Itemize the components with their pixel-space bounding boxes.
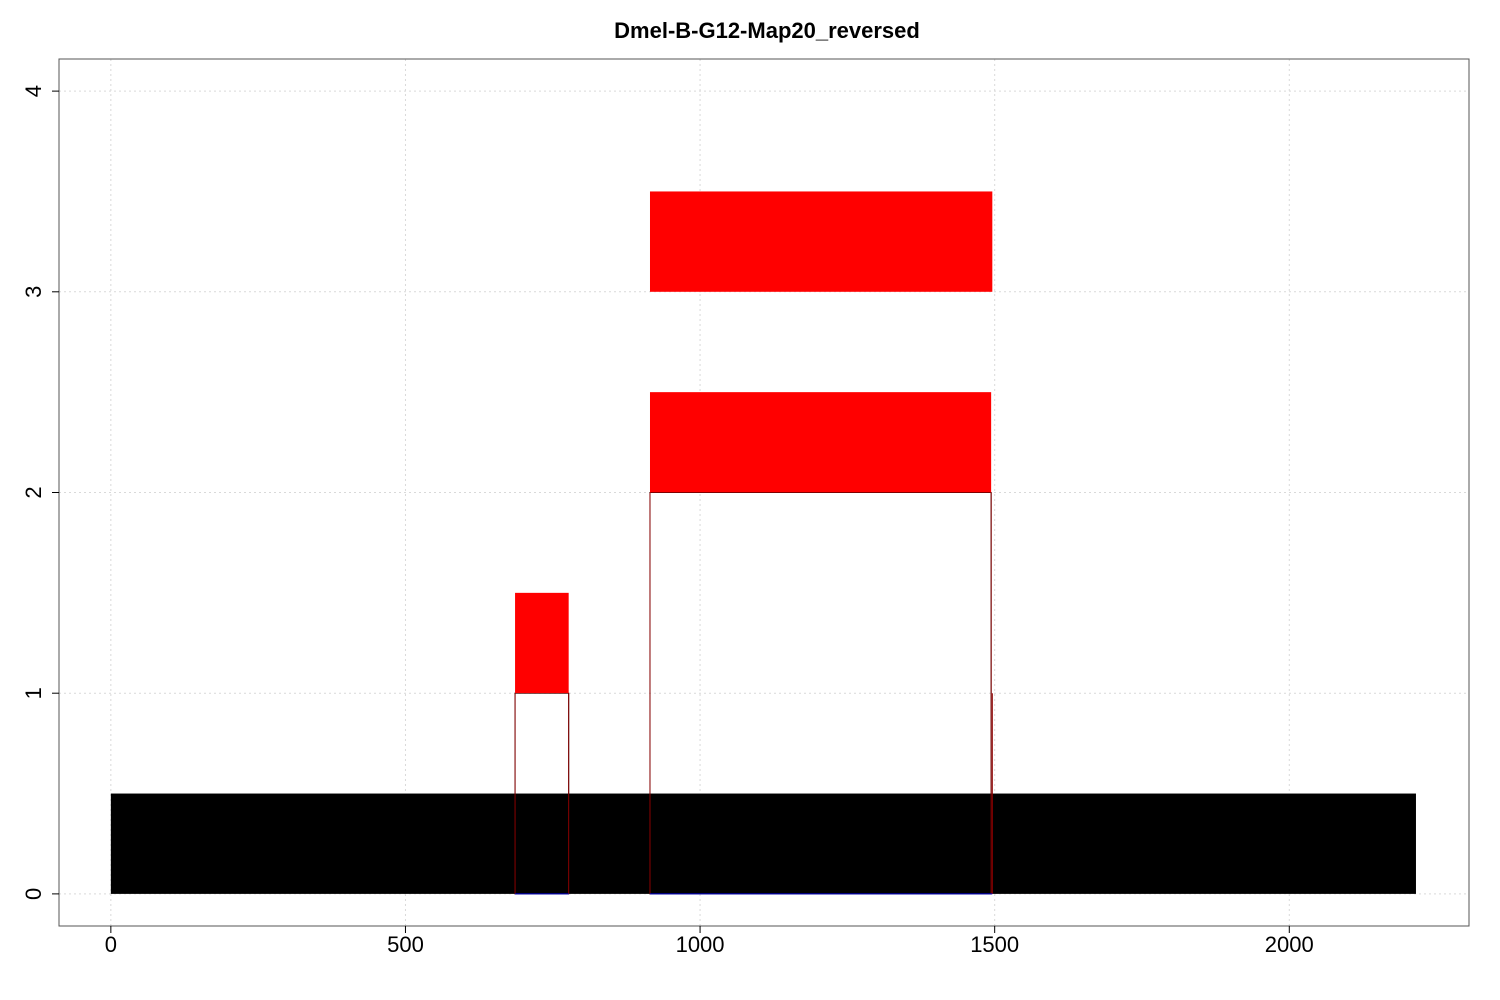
- y-tick-label: 0: [21, 888, 46, 900]
- feature-block: [649, 191, 993, 292]
- x-tick-label: 500: [387, 932, 424, 957]
- x-tick-label: 1500: [970, 932, 1019, 957]
- y-tick-label: 4: [21, 85, 46, 97]
- x-tick-label: 1000: [676, 932, 725, 957]
- y-tick-label: 2: [21, 486, 46, 498]
- feature-block: [515, 592, 569, 694]
- x-tick-label: 0: [105, 932, 117, 957]
- y-tick-label: 1: [21, 687, 46, 699]
- chart-axes: 0 500 1000 1500 2000 0 1 2 3 4: [21, 85, 1314, 957]
- x-tick-label: 2000: [1265, 932, 1314, 957]
- chart-title: Dmel-B-G12-Map20_reversed: [614, 18, 920, 43]
- y-tick-label: 3: [21, 286, 46, 298]
- reference-bar: [110, 793, 1416, 894]
- chart-marks: [110, 191, 1416, 895]
- feature-block: [649, 392, 992, 493]
